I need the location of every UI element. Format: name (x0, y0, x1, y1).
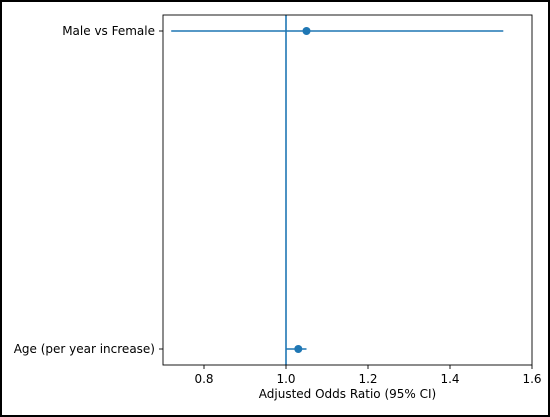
x-axis-label: Adjusted Odds Ratio (95% CI) (259, 387, 436, 401)
point-estimate (302, 27, 311, 35)
axes-frame (162, 14, 533, 366)
x-tick-label: 1.6 (522, 372, 541, 386)
x-tick-label: 1.0 (276, 372, 295, 386)
x-tick-label: 0.8 (194, 372, 213, 386)
y-tick-label: Age (per year increase) (14, 342, 155, 356)
plot-area: Age (per year increase) Male vs Female 0.8… (14, 14, 542, 386)
point-estimate (294, 345, 303, 353)
x-tick-label: 1.4 (440, 372, 459, 386)
y-tick-label: Male vs Female (62, 24, 155, 38)
x-tick-label: 1.2 (358, 372, 377, 386)
